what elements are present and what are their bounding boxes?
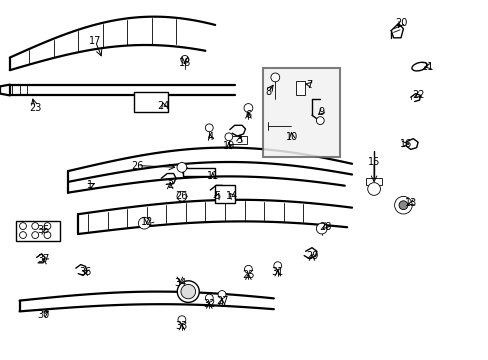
Bar bbox=[134, 92, 167, 112]
Text: 26: 26 bbox=[175, 191, 188, 201]
Circle shape bbox=[273, 262, 281, 270]
Text: 16: 16 bbox=[399, 139, 411, 149]
Text: 28: 28 bbox=[318, 222, 331, 232]
Circle shape bbox=[20, 222, 26, 230]
Ellipse shape bbox=[181, 284, 195, 299]
Text: 14: 14 bbox=[225, 191, 238, 201]
Text: 8: 8 bbox=[265, 87, 271, 97]
Text: 19: 19 bbox=[222, 141, 235, 151]
Text: 2: 2 bbox=[167, 180, 173, 190]
Text: 26: 26 bbox=[131, 161, 144, 171]
Text: 20: 20 bbox=[394, 18, 407, 28]
Text: 4: 4 bbox=[207, 132, 213, 142]
Bar bbox=[228, 136, 247, 144]
Circle shape bbox=[205, 124, 213, 132]
Text: 36: 36 bbox=[79, 267, 92, 277]
Text: 7: 7 bbox=[306, 80, 312, 90]
Text: 10: 10 bbox=[285, 132, 298, 142]
Text: 31: 31 bbox=[271, 267, 284, 277]
Circle shape bbox=[367, 183, 380, 195]
Text: 25: 25 bbox=[242, 270, 254, 280]
Bar bbox=[215, 185, 234, 203]
Text: 6: 6 bbox=[245, 110, 251, 120]
Circle shape bbox=[205, 294, 213, 302]
Bar bbox=[263, 68, 339, 157]
Circle shape bbox=[32, 231, 39, 239]
Circle shape bbox=[32, 222, 39, 230]
Text: 30: 30 bbox=[37, 310, 49, 320]
Circle shape bbox=[44, 222, 51, 230]
Text: 29: 29 bbox=[305, 251, 318, 261]
Bar bbox=[365, 178, 382, 185]
Circle shape bbox=[398, 201, 407, 210]
Text: 12: 12 bbox=[140, 217, 153, 228]
Circle shape bbox=[224, 133, 232, 141]
Text: 21: 21 bbox=[421, 62, 433, 72]
Circle shape bbox=[270, 73, 279, 82]
Circle shape bbox=[20, 231, 26, 239]
Text: 23: 23 bbox=[29, 103, 41, 113]
Text: 27: 27 bbox=[215, 296, 228, 306]
Bar bbox=[183, 168, 215, 176]
Text: 37: 37 bbox=[37, 254, 49, 264]
Circle shape bbox=[244, 104, 252, 112]
Circle shape bbox=[177, 191, 186, 201]
Text: 18: 18 bbox=[178, 58, 191, 68]
Text: 22: 22 bbox=[411, 90, 424, 100]
Text: 9: 9 bbox=[318, 107, 324, 117]
Circle shape bbox=[316, 117, 324, 125]
Text: 1: 1 bbox=[87, 180, 93, 190]
Text: 13: 13 bbox=[404, 198, 416, 208]
Circle shape bbox=[181, 55, 188, 63]
Text: 17: 17 bbox=[89, 36, 102, 46]
Circle shape bbox=[177, 162, 186, 172]
Text: 35: 35 bbox=[37, 225, 49, 235]
Circle shape bbox=[244, 265, 252, 273]
Text: 15: 15 bbox=[367, 157, 380, 167]
Circle shape bbox=[316, 223, 326, 234]
Circle shape bbox=[44, 231, 51, 239]
Text: 32: 32 bbox=[203, 299, 215, 309]
Text: 11: 11 bbox=[206, 171, 219, 181]
Text: 33: 33 bbox=[175, 321, 188, 331]
Ellipse shape bbox=[411, 62, 427, 71]
Bar bbox=[16, 221, 60, 241]
Bar bbox=[295, 81, 304, 95]
Text: 24: 24 bbox=[157, 101, 170, 111]
Text: 3: 3 bbox=[236, 135, 242, 145]
Circle shape bbox=[394, 197, 411, 214]
Text: 34: 34 bbox=[173, 278, 186, 288]
Ellipse shape bbox=[177, 281, 199, 302]
Text: 5: 5 bbox=[214, 191, 220, 201]
Circle shape bbox=[138, 217, 150, 229]
Circle shape bbox=[218, 291, 225, 298]
Circle shape bbox=[178, 316, 185, 324]
